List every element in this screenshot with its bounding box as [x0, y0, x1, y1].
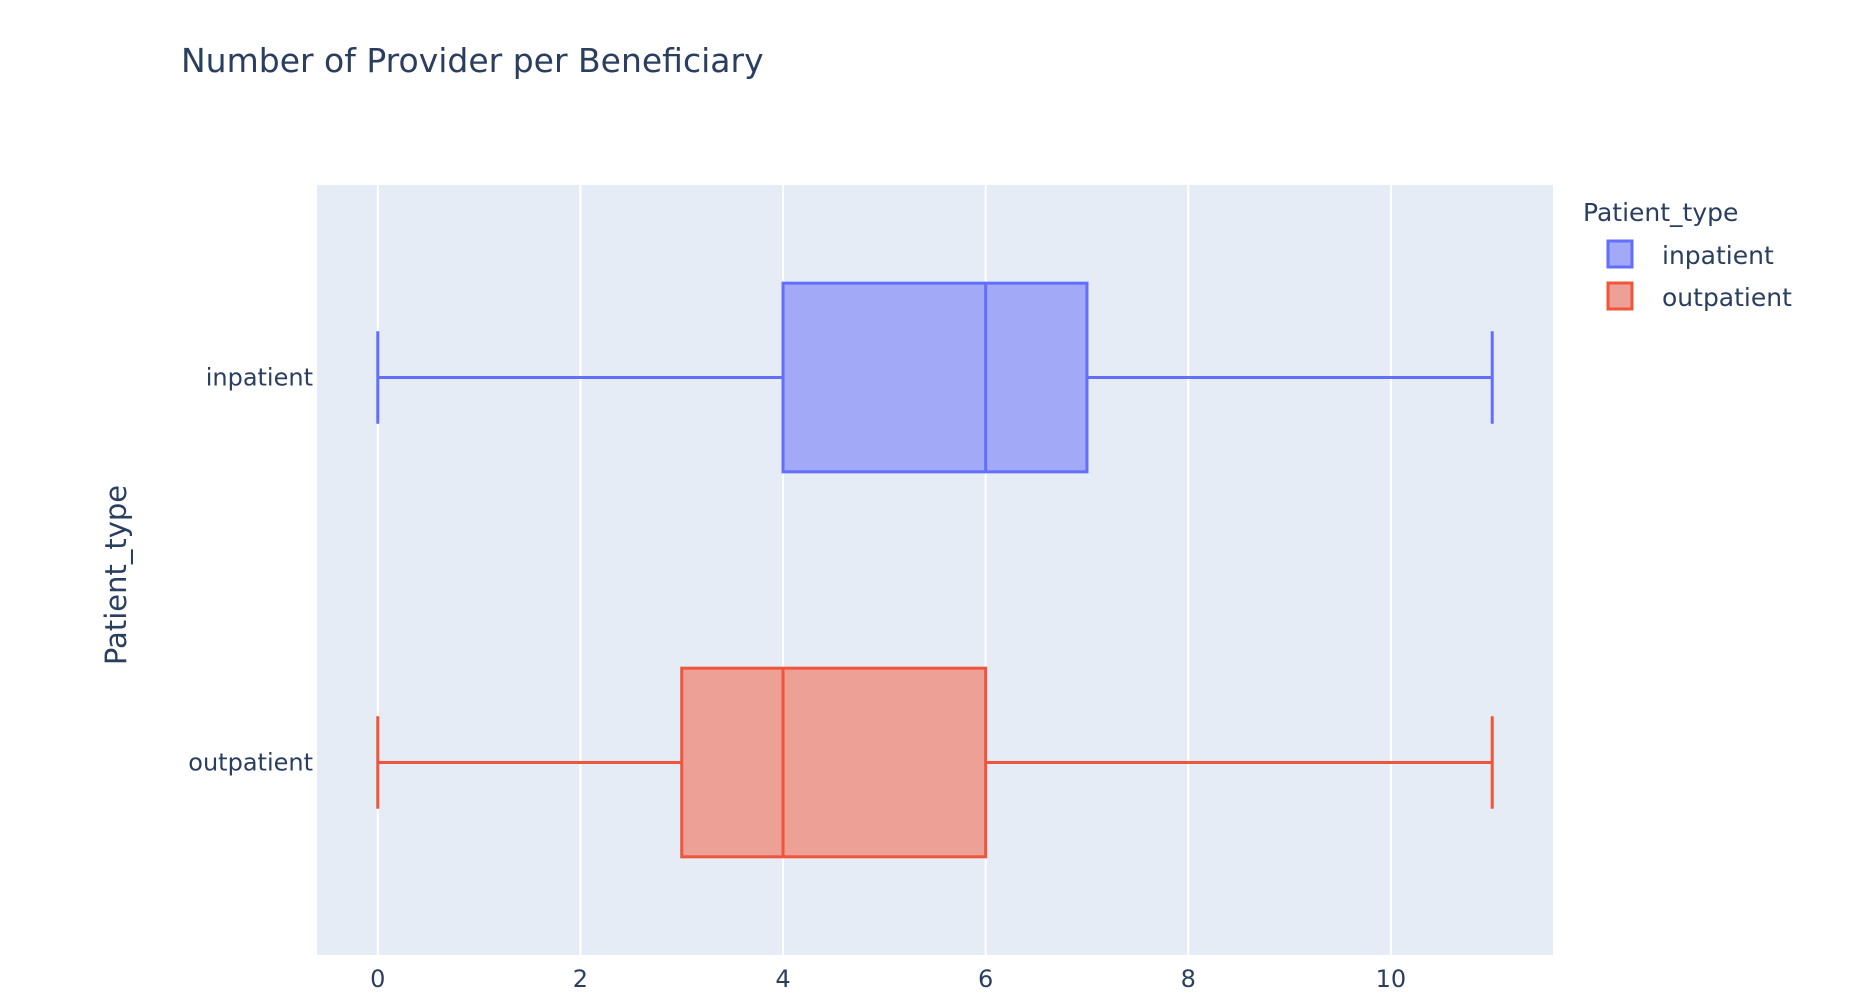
legend-item-inpatient[interactable]: inpatient: [1606, 239, 1774, 270]
legend-swatch: [1606, 281, 1634, 311]
x-tick-label: 10: [1376, 965, 1407, 993]
x-tick-label: 2: [573, 965, 588, 993]
box-traces: [376, 281, 1494, 859]
y-tick-label: inpatient: [206, 364, 313, 392]
iqr-box: [680, 666, 988, 859]
x-tick-label: 4: [775, 965, 790, 993]
legend-label: inpatient: [1662, 241, 1774, 270]
x-tick-label: 0: [370, 965, 385, 993]
x-tick-label: 8: [1181, 965, 1196, 993]
legend-title: Patient_type: [1583, 198, 1738, 227]
chart-title: Number of Provider per Beneficiary: [181, 41, 764, 80]
x-tick-label: 6: [978, 965, 993, 993]
y-axis-ticks: inpatient outpatient: [188, 364, 313, 777]
box-outpatient[interactable]: [376, 666, 1494, 859]
legend-label: outpatient: [1662, 283, 1792, 312]
box-inpatient[interactable]: [376, 281, 1494, 474]
x-axis-ticks: 0 2 4 6 8 10: [370, 965, 1406, 993]
y-axis-title: Patient_type: [99, 485, 133, 665]
y-tick-label: outpatient: [188, 749, 313, 777]
legend-item-outpatient[interactable]: outpatient: [1606, 281, 1792, 312]
legend-swatch: [1606, 239, 1634, 269]
iqr-box: [781, 281, 1089, 474]
legend[interactable]: Patient_type inpatient outpatient: [1583, 198, 1792, 312]
